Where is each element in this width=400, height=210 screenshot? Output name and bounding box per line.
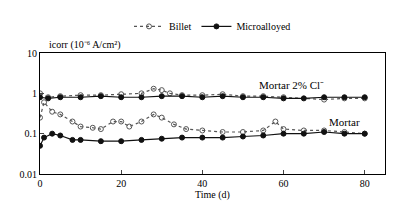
svg-text:0.1: 0.1 bbox=[25, 128, 38, 139]
svg-text:0: 0 bbox=[38, 178, 43, 189]
svg-text:Time (d): Time (d) bbox=[195, 189, 230, 201]
svg-text:Microalloyed: Microalloyed bbox=[236, 21, 290, 32]
svg-text:Billet: Billet bbox=[169, 21, 191, 32]
svg-text:10: 10 bbox=[27, 48, 37, 59]
svg-text:40: 40 bbox=[197, 178, 207, 189]
svg-text:80: 80 bbox=[360, 178, 370, 189]
svg-text:Mortar 2% Cl⁻: Mortar 2% Cl⁻ bbox=[259, 79, 324, 91]
svg-text:60: 60 bbox=[279, 178, 289, 189]
svg-text:Mortar: Mortar bbox=[329, 116, 360, 128]
svg-text:1: 1 bbox=[32, 88, 37, 99]
svg-text:icorr (10⁻⁶ A/cm²): icorr (10⁻⁶ A/cm²) bbox=[49, 39, 121, 51]
svg-text:0.01: 0.01 bbox=[20, 169, 38, 180]
svg-text:20: 20 bbox=[116, 178, 126, 189]
